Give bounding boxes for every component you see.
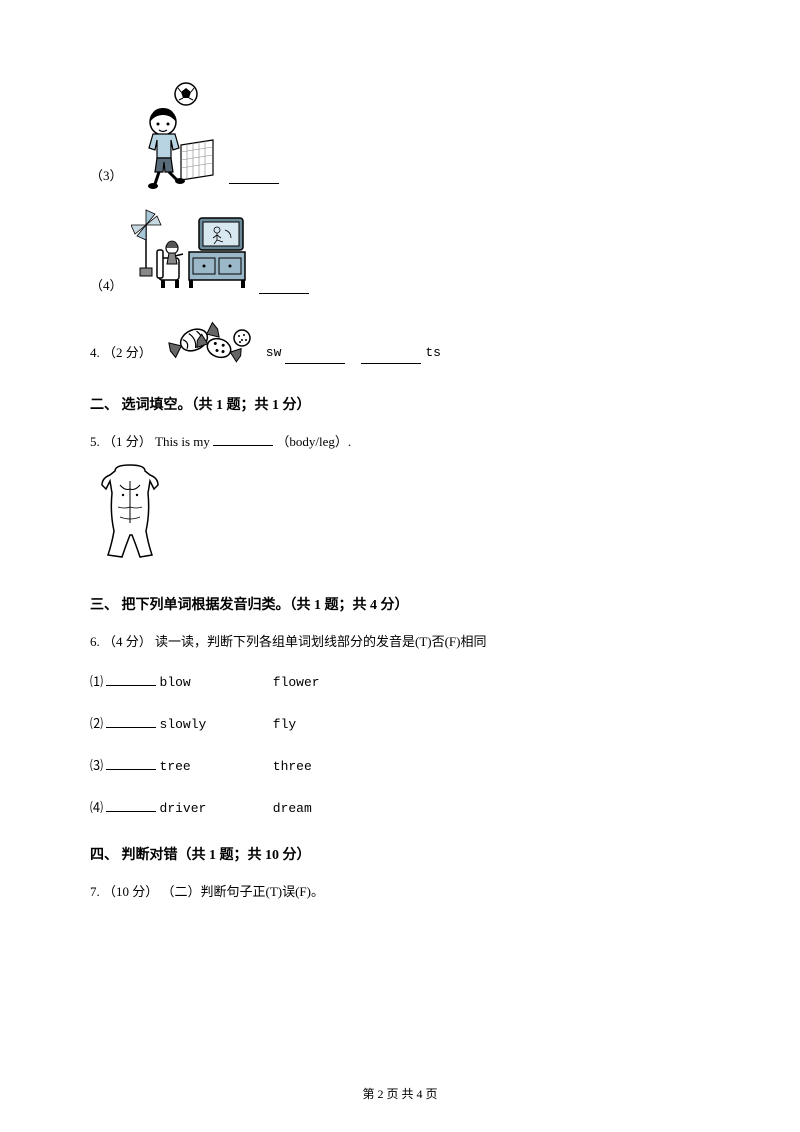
q6-1-w2: flower [273, 675, 320, 690]
q6-4-w2: dream [273, 801, 312, 816]
q6-2-num: ⑵ [90, 716, 103, 731]
page-content: （3） [0, 0, 800, 964]
q4-prefix: 4. （2 分） [90, 343, 152, 370]
q4-text2: ts [425, 343, 441, 370]
q6-1-w1: blow [160, 673, 270, 694]
torso-icon [90, 463, 170, 563]
q6-3-w2: three [273, 759, 312, 774]
section-4-heading: 四、 判断对错（共 1 题；共 10 分） [90, 844, 710, 864]
q6-4-w1: driver [160, 799, 270, 820]
q6-row-1: ⑴ blow flower [90, 672, 710, 694]
q6-2-blank[interactable] [106, 714, 156, 728]
q6-row-3: ⑶ tree three [90, 756, 710, 778]
q6-1-blank[interactable] [106, 672, 156, 686]
q6-1-num: ⑴ [90, 674, 103, 689]
q6-3-blank[interactable] [106, 756, 156, 770]
q4-text1: sw [266, 343, 282, 370]
soccer-boy-icon [131, 80, 221, 190]
q4item-label: （4） [90, 275, 123, 300]
q3-blank[interactable] [229, 170, 279, 184]
question-5: 5. （1 分） This is my （body/leg）. [90, 432, 710, 570]
q6-3-num: ⑶ [90, 758, 103, 773]
candy-icon [164, 310, 254, 370]
q6-4-num: ⑷ [90, 800, 103, 815]
q5-blank[interactable] [213, 432, 273, 446]
page-footer: 第 2 页 共 4 页 [0, 1085, 800, 1102]
q5-prefix: 5. （1 分） This is my [90, 434, 213, 449]
q6-prefix: 6. （4 分） 读一读，判断下列各组单词划线部分的发音是(T)否(F)相同 [90, 632, 710, 653]
q6-row-2: ⑵ slowly fly [90, 714, 710, 736]
question-4: 4. （2 分） [90, 310, 710, 370]
section-2-heading: 二、 选词填空。（共 1 题；共 1 分） [90, 394, 710, 414]
question-4-sub: （4） [90, 200, 710, 300]
q5-suffix: （body/leg）. [276, 434, 351, 449]
q3-label: （3） [90, 165, 123, 190]
question-6: 6. （4 分） 读一读，判断下列各组单词划线部分的发音是(T)否(F)相同 ⑴… [90, 632, 710, 820]
q6-2-w1: slowly [160, 715, 270, 736]
section-3-heading: 三、 把下列单词根据发音归类。（共 1 题；共 4 分） [90, 594, 710, 614]
q4-blank2[interactable] [361, 350, 421, 364]
q6-row-4: ⑷ driver dream [90, 798, 710, 820]
question-7: 7. （10 分） （二）判断句子正(T)误(F)。 [90, 882, 710, 903]
q6-4-blank[interactable] [106, 798, 156, 812]
q4item-blank[interactable] [259, 280, 309, 294]
q6-2-w2: fly [273, 717, 296, 732]
watching-tv-icon [131, 200, 251, 300]
q6-3-w1: tree [160, 757, 270, 778]
question-3-sub: （3） [90, 80, 710, 190]
q4-blank1[interactable] [285, 350, 345, 364]
